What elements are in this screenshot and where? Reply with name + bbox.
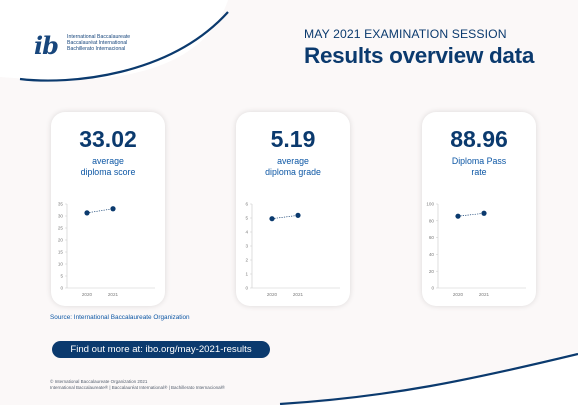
data-point xyxy=(110,206,116,212)
trademark-line: International Baccalaureate® | Baccalaur… xyxy=(50,385,225,390)
y-tick-label: 0 xyxy=(245,286,248,291)
y-tick-label: 1 xyxy=(245,272,248,277)
y-tick-label: 3 xyxy=(245,244,248,249)
header-swoosh xyxy=(0,0,229,82)
y-tick-label: 0 xyxy=(60,286,63,291)
stat-value: 33.02 xyxy=(79,126,137,152)
stat-label-line: diploma grade xyxy=(265,167,321,177)
stat-card-diploma-grade: 5.19 average diploma grade 0 1 2 3 4 5 6 2020 20… xyxy=(236,112,350,306)
stat-label-line: rate xyxy=(471,167,487,177)
logo-line: Bachillerato Internacional xyxy=(67,46,126,52)
logo-line: International Baccalaureate xyxy=(67,34,131,40)
y-tick-label: 35 xyxy=(58,202,64,207)
y-tick-label: 5 xyxy=(60,274,63,279)
source-note: Source: International Baccalaureate Orga… xyxy=(50,314,190,321)
footer-swoosh xyxy=(279,352,578,405)
stat-label: average diploma grade xyxy=(236,156,350,178)
copyright-footer: © International Baccalaureate Organizati… xyxy=(50,379,225,391)
data-point xyxy=(84,210,90,216)
stat-card-diploma-score: 33.02 average diploma score 0 5 10 15 20 25 30… xyxy=(51,112,165,306)
stat-label-line: Diploma Pass xyxy=(451,156,507,166)
y-tick-label: 80 xyxy=(429,218,435,223)
x-tick-label: 2021 xyxy=(479,292,490,296)
ib-logo-mark: ib xyxy=(34,31,59,60)
data-point xyxy=(269,216,275,222)
y-tick-label: 30 xyxy=(58,214,64,219)
page-title: Results overview data xyxy=(304,43,535,68)
copyright-line: © International Baccalaureate Organizati… xyxy=(50,379,148,384)
y-tick-label: 10 xyxy=(58,262,64,267)
x-tick-label: 2020 xyxy=(82,292,93,296)
data-point xyxy=(295,212,301,218)
stat-label-line: average xyxy=(92,156,124,166)
x-tick-label: 2020 xyxy=(267,292,278,296)
y-tick-label: 4 xyxy=(245,230,248,235)
trend-chart: 0 5 10 15 20 25 30 35 2020 2021 xyxy=(58,202,155,296)
data-point xyxy=(455,213,461,219)
stat-label-line: diploma score xyxy=(80,167,136,177)
y-tick-label: 100 xyxy=(426,202,434,207)
trend-chart: 0 1 2 3 4 5 6 2020 2021 xyxy=(245,202,340,296)
x-tick-label: 2021 xyxy=(108,292,119,296)
stat-value: 88.96 xyxy=(450,126,508,152)
stat-label: average diploma score xyxy=(51,156,165,178)
stat-label: Diploma Pass rate xyxy=(422,156,536,178)
stat-label-line: average xyxy=(277,156,309,166)
stat-card-pass-rate: 88.96 Diploma Pass rate 0 20 40 60 80 100 2020… xyxy=(422,112,536,306)
results-link-button[interactable]: Find out more at: ibo.org/may-2021-resul… xyxy=(52,341,270,358)
ib-logo-text: International Baccalaureate Baccalauréat… xyxy=(67,34,130,52)
y-tick-label: 2 xyxy=(245,258,248,263)
data-point xyxy=(481,210,487,216)
session-label: MAY 2021 EXAMINATION SESSION xyxy=(304,27,507,41)
y-tick-label: 0 xyxy=(431,286,434,291)
y-tick-label: 40 xyxy=(429,252,435,257)
trend-chart: 0 20 40 60 80 100 2020 2021 xyxy=(426,202,526,296)
y-tick-label: 15 xyxy=(58,250,64,255)
y-tick-label: 25 xyxy=(58,226,64,231)
y-tick-label: 5 xyxy=(245,216,248,221)
x-tick-label: 2020 xyxy=(453,292,464,296)
logo-line: Baccalauréat International xyxy=(67,40,128,46)
y-tick-label: 20 xyxy=(58,238,64,243)
y-tick-label: 20 xyxy=(429,269,435,274)
stat-value: 5.19 xyxy=(270,126,316,152)
series-line xyxy=(457,212,485,217)
series-line xyxy=(86,208,114,214)
x-tick-label: 2021 xyxy=(293,292,304,296)
y-tick-label: 6 xyxy=(245,202,248,207)
y-tick-label: 60 xyxy=(429,235,435,240)
series-line xyxy=(271,214,299,220)
